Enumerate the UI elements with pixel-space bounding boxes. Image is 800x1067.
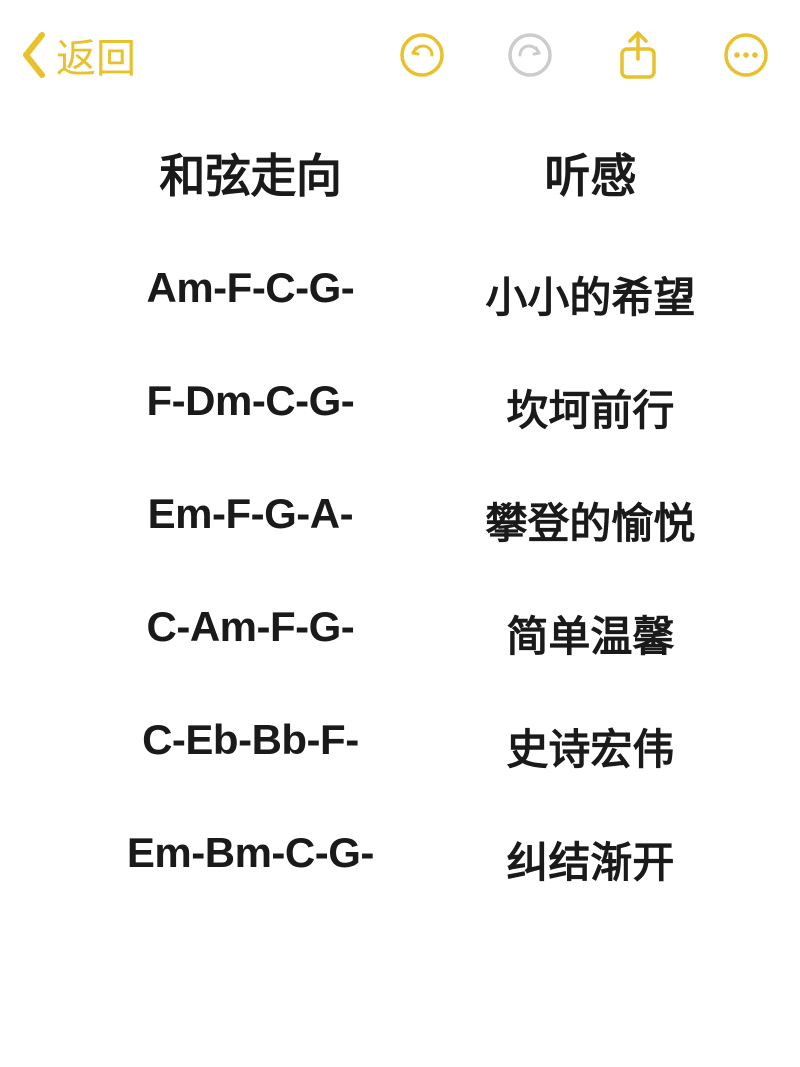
chord-cell: F-Dm-C-G- (60, 377, 441, 438)
table-row: Em-F-G-A- 攀登的愉悦 (60, 490, 740, 551)
table-row: C-Am-F-G- 简单温馨 (60, 603, 740, 664)
feel-cell: 纠结渐开 (441, 829, 740, 890)
table-row: Em-Bm-C-G- 纠结渐开 (60, 829, 740, 890)
back-button[interactable]: 返回 (20, 26, 136, 84)
more-button[interactable] (722, 31, 770, 79)
share-icon (616, 29, 660, 81)
back-label: 返回 (56, 26, 136, 84)
redo-icon (508, 33, 552, 77)
header-feel: 听感 (441, 140, 740, 206)
header-chord: 和弦走向 (60, 140, 441, 206)
chevron-left-icon (20, 31, 48, 79)
feel-cell: 坎坷前行 (441, 377, 740, 438)
feel-cell: 小小的希望 (441, 264, 740, 325)
table-row: Am-F-C-G- 小小的希望 (60, 264, 740, 325)
table-row: F-Dm-C-G- 坎坷前行 (60, 377, 740, 438)
feel-cell: 简单温馨 (441, 603, 740, 664)
toolbar: 返回 (0, 0, 800, 100)
chord-cell: Em-F-G-A- (60, 490, 441, 551)
undo-button[interactable] (398, 31, 446, 79)
more-icon (724, 33, 768, 77)
feel-cell: 攀登的愉悦 (441, 490, 740, 551)
table-header: 和弦走向 听感 (60, 140, 740, 206)
undo-icon (400, 33, 444, 77)
chord-cell: C-Eb-Bb-F- (60, 716, 441, 777)
chord-cell: C-Am-F-G- (60, 603, 441, 664)
chord-cell: Em-Bm-C-G- (60, 829, 441, 890)
note-content: 和弦走向 听感 Am-F-C-G- 小小的希望 F-Dm-C-G- 坎坷前行 E… (0, 100, 800, 890)
chord-cell: Am-F-C-G- (60, 264, 441, 325)
table-row: C-Eb-Bb-F- 史诗宏伟 (60, 716, 740, 777)
redo-button (506, 31, 554, 79)
toolbar-actions (398, 31, 770, 79)
feel-cell: 史诗宏伟 (441, 716, 740, 777)
share-button[interactable] (614, 31, 662, 79)
